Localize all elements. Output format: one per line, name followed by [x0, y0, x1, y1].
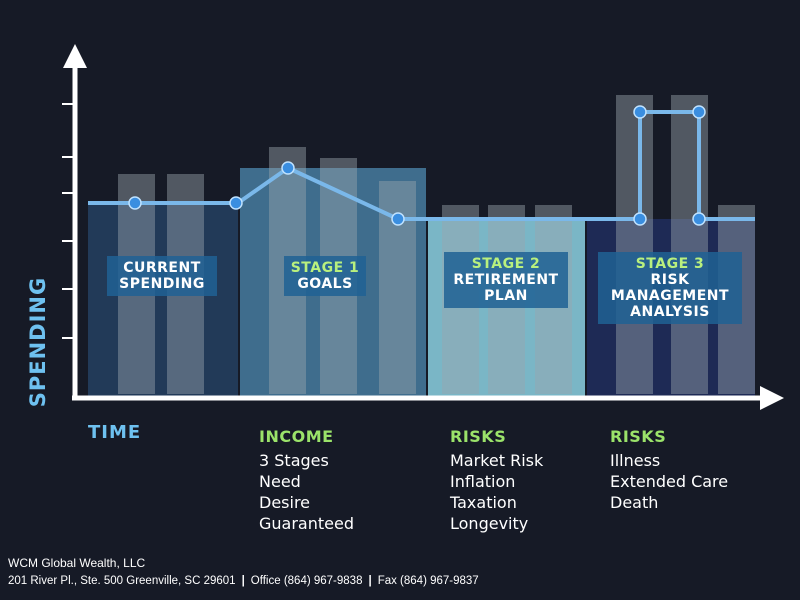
- list-item: Guaranteed: [259, 514, 354, 533]
- footer-contact: 201 River Pl., Ste. 500 Greenville, SC 2…: [8, 575, 479, 587]
- stage-heading: STAGE 3: [635, 256, 705, 272]
- y-axis-arrow: [63, 44, 87, 68]
- risks-heading: RISKS: [610, 427, 667, 446]
- bar-10: [671, 95, 708, 394]
- data-point: [692, 105, 706, 119]
- footer-office: Office (864) 967-9838: [250, 575, 363, 587]
- list-item: Longevity: [450, 514, 529, 533]
- list-item: Extended Care: [610, 472, 729, 491]
- bar-9: [616, 95, 653, 394]
- list-item: 3 Stages: [259, 451, 329, 470]
- stage-label-line: PLAN: [484, 288, 528, 304]
- stage-box-stage3: STAGE 3 RISK MANAGEMENT ANALYSIS: [598, 252, 742, 324]
- stage-label-line: RISK: [650, 272, 690, 288]
- income-heading: INCOME: [259, 427, 334, 446]
- x-axis-label: TIME: [88, 422, 142, 443]
- footer-address: 201 River Pl., Ste. 500 Greenville, SC 2…: [8, 575, 236, 587]
- risks-stage2-list: RISKS Market Risk Inflation Taxation Lon…: [450, 426, 543, 534]
- footer-separator: |: [241, 575, 245, 587]
- panel-current-spending: [88, 203, 238, 397]
- stage-box-current-spending: CURRENT SPENDING: [107, 256, 217, 296]
- list-item: Inflation: [450, 472, 516, 491]
- data-point: [229, 196, 243, 210]
- x-axis-arrow: [760, 386, 784, 410]
- data-point: [633, 105, 647, 119]
- footer-company: WCM Global Wealth, LLC: [8, 556, 146, 570]
- list-item: Taxation: [450, 493, 517, 512]
- list-item: Market Risk: [450, 451, 544, 470]
- footer-separator: |: [368, 575, 372, 587]
- stage-label-line: ANALYSIS: [630, 304, 710, 320]
- stage-heading: STAGE 2: [471, 256, 541, 272]
- income-list: INCOME 3 Stages Need Desire Guaranteed: [259, 426, 354, 534]
- stage-label-line: GOALS: [297, 276, 353, 292]
- stage-label-line: CURRENT: [123, 260, 201, 276]
- stage-heading: STAGE 1: [290, 260, 360, 276]
- data-point: [128, 196, 142, 210]
- stage-box-stage2: STAGE 2 RETIREMENT PLAN: [444, 252, 568, 308]
- list-item: Death: [610, 493, 659, 512]
- list-item: Illness: [610, 451, 661, 470]
- data-point: [692, 212, 706, 226]
- list-item: Desire: [259, 493, 311, 512]
- stage-label-line: SPENDING: [119, 276, 205, 292]
- data-point: [391, 212, 405, 226]
- risks-heading: RISKS: [450, 427, 507, 446]
- stage-label-line: RETIREMENT: [453, 272, 559, 288]
- stage-label-line: MANAGEMENT: [610, 288, 730, 304]
- panel-stage2: [428, 219, 585, 397]
- stage-box-stage1: STAGE 1 GOALS: [284, 256, 366, 296]
- y-axis-label: SPENDING: [26, 276, 50, 408]
- data-point: [281, 161, 295, 175]
- list-item: Need: [259, 472, 301, 491]
- footer-fax: Fax (864) 967-9837: [377, 575, 479, 587]
- risks-stage3-list: RISKS Illness Extended Care Death: [610, 426, 728, 513]
- data-point: [633, 212, 647, 226]
